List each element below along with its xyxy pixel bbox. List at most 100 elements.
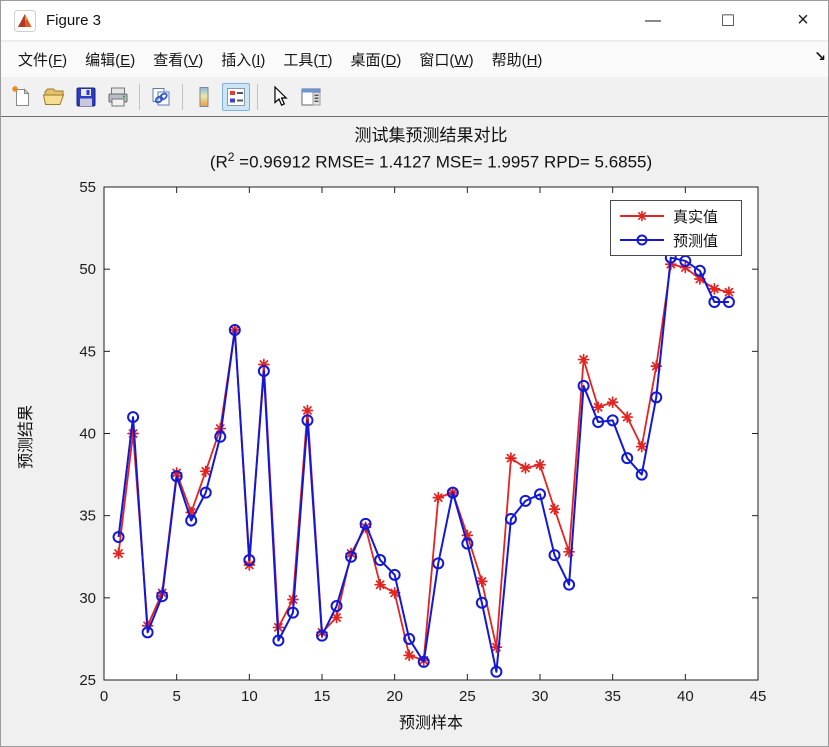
link-plot-icon (152, 87, 170, 105)
marker-circle (388, 568, 401, 581)
marker-asterisk (505, 452, 517, 464)
title-bar: Figure 3 — □ × (1, 1, 828, 41)
printer-icon (108, 87, 128, 106)
marker-circle (199, 486, 212, 499)
cursor-arrow-icon (274, 85, 288, 106)
marker-asterisk (127, 427, 139, 440)
menu-item-edit[interactable]: 编辑(E) (85, 52, 136, 69)
axes-box (103, 186, 759, 681)
marker-asterisk (534, 458, 546, 471)
marker-circle (606, 414, 619, 427)
legend-sample (620, 234, 664, 246)
legend-label: 预测值 (673, 232, 719, 250)
close-button[interactable]: × (797, 9, 809, 31)
menu-item-window[interactable]: 窗口(W) (419, 52, 474, 69)
marker-asterisk (345, 547, 357, 560)
marker-circle (592, 415, 605, 428)
legend-sample (620, 210, 664, 222)
marker-circle (417, 655, 430, 668)
marker-asterisk (374, 578, 386, 591)
window-controls: — □ × (601, 1, 828, 40)
x-tick-label: 40 (677, 688, 694, 705)
open-folder-icon (42, 88, 65, 105)
new-figure-button[interactable] (8, 83, 36, 111)
print-figure-button[interactable] (104, 83, 132, 111)
property-inspector-button[interactable] (297, 83, 325, 111)
marker-asterisk (621, 411, 634, 423)
marker-asterisk (403, 649, 416, 662)
marker-circle (359, 517, 372, 530)
marker-circle (577, 379, 590, 392)
legend[interactable]: 真实值 预测值 (610, 200, 742, 256)
marker-circle (461, 537, 474, 550)
marker-asterisk (490, 641, 503, 653)
y-tick-label: 55 (79, 179, 96, 196)
marker-circle (228, 323, 241, 336)
colorbar-icon (199, 86, 209, 107)
marker-asterisk (185, 506, 198, 519)
marker-asterisk (301, 404, 314, 417)
x-tick-label: 5 (172, 688, 180, 705)
marker-asterisk (214, 422, 227, 435)
marker-circle (141, 626, 154, 639)
chart-subtitle: (R2 =0.96912 RMSE= 1.4127 MSE= 1.9957 RP… (61, 150, 801, 173)
marker-asterisk (199, 465, 212, 478)
y-tick-label: 25 (79, 672, 96, 689)
marker-circle (330, 600, 343, 613)
x-tick-label: 10 (241, 688, 258, 705)
menu-overflow-arrow[interactable]: ↘ (814, 48, 826, 64)
y-tick-label: 40 (79, 426, 96, 443)
link-plot-button[interactable] (147, 83, 175, 111)
marker-circle (257, 365, 270, 378)
menu-item-tools[interactable]: 工具(T) (283, 52, 333, 69)
marker-circle (490, 665, 503, 678)
insert-legend-button[interactable] (222, 82, 250, 111)
marker-circle (286, 606, 299, 619)
insert-colorbar-button[interactable] (190, 83, 218, 111)
marker-asterisk (577, 353, 590, 366)
chart-plot: 0 5 10 15 20 25 30 35 40 45 25 30 35 40 45 50 55 (79, 179, 766, 705)
marker-asterisk (432, 491, 445, 504)
marker-circle (345, 550, 358, 563)
marker-circle (112, 531, 125, 544)
minimize-button[interactable]: — (645, 11, 661, 29)
marker-circle (563, 578, 576, 591)
menu-item-view[interactable]: 查看(V) (153, 52, 204, 69)
marker-circle (432, 557, 445, 570)
marker-asterisk (330, 611, 343, 624)
subtitle-pre: (R (209, 152, 228, 172)
menu-item-help[interactable]: 帮助(H) (491, 52, 543, 69)
marker-circle (722, 296, 735, 309)
marker-asterisk (650, 360, 663, 372)
menu-item-desktop[interactable]: 桌面(D) (350, 52, 402, 69)
marker-circle (708, 296, 721, 309)
edit-plot-button[interactable] (265, 83, 293, 111)
marker-circle (301, 414, 314, 427)
marker-circle (635, 468, 648, 481)
save-figure-button[interactable] (72, 83, 100, 111)
marker-asterisk (258, 358, 270, 371)
legend-entry: 预测值 (611, 228, 741, 252)
marker-circle (403, 632, 416, 645)
marker-asterisk (694, 273, 706, 285)
marker-asterisk (563, 545, 575, 558)
marker-circle (446, 486, 459, 499)
marker-circle (475, 596, 488, 609)
window-title: Figure 3 (46, 12, 102, 29)
chart-title: 测试集预测结果对比 (354, 126, 508, 145)
maximize-button[interactable]: □ (722, 9, 734, 31)
marker-asterisk (592, 401, 604, 414)
menu-item-file[interactable]: 文件(F) (18, 52, 68, 69)
marker-circle (170, 470, 183, 483)
y-tick-label: 45 (79, 343, 96, 360)
marker-asterisk (708, 283, 721, 295)
open-file-button[interactable] (40, 83, 68, 111)
y-tick-label: 35 (79, 508, 96, 525)
menu-item-insert[interactable]: 插入(I) (221, 52, 266, 69)
x-tick-label: 30 (532, 688, 549, 705)
x-axis-label: 预测样本 (398, 715, 463, 732)
matlab-logo-icon (14, 9, 36, 32)
marker-circle (519, 494, 532, 507)
marker-circle (534, 488, 546, 501)
